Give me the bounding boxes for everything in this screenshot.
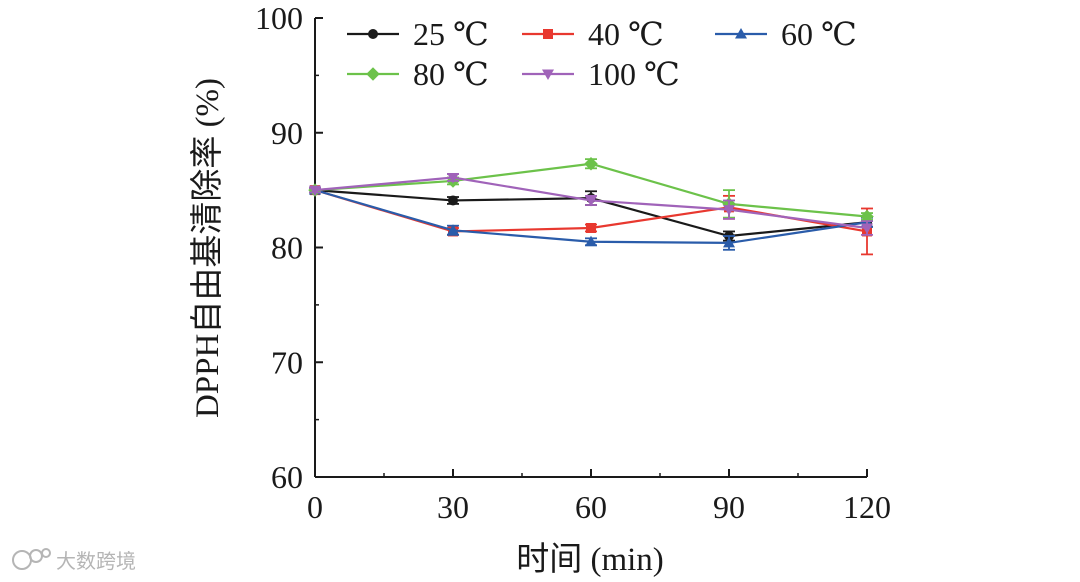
y-axis-title: DPPH自由基清除率 (%) bbox=[189, 78, 226, 418]
data-point bbox=[723, 205, 735, 216]
data-point bbox=[448, 195, 458, 206]
x-tick-label: 0 bbox=[307, 489, 323, 525]
x-tick-label: 90 bbox=[713, 489, 745, 525]
y-tick-label: 100 bbox=[255, 0, 303, 36]
data-point bbox=[586, 222, 596, 233]
watermark-logo-icon bbox=[12, 548, 51, 570]
data-point bbox=[723, 236, 735, 248]
y-tick-label: 80 bbox=[271, 230, 303, 266]
legend-marker bbox=[368, 29, 378, 39]
legend-marker bbox=[542, 69, 554, 80]
legend-item-2: 60 ℃ bbox=[715, 16, 857, 52]
watermark-text: 大数跨境 bbox=[56, 549, 136, 573]
series-layer bbox=[308, 156, 874, 256]
legend-item-3: 80 ℃ bbox=[347, 56, 489, 92]
data-point bbox=[585, 235, 597, 247]
axes: 60 70 80 90 100 0 30 60 90 120 bbox=[255, 0, 891, 525]
legend-label: 100 ℃ bbox=[588, 56, 680, 92]
legend-item-0: 25 ℃ bbox=[347, 16, 489, 52]
x-tick-label: 30 bbox=[437, 489, 469, 525]
legend-label: 25 ℃ bbox=[413, 16, 489, 52]
watermark: 大数跨境 bbox=[12, 548, 136, 573]
legend-marker bbox=[366, 67, 380, 81]
data-point bbox=[309, 185, 321, 197]
data-point bbox=[447, 173, 459, 184]
legend-marker bbox=[543, 29, 553, 39]
x-tick-label: 120 bbox=[843, 489, 891, 525]
data-point bbox=[585, 195, 597, 207]
data-point bbox=[861, 223, 873, 234]
data-point bbox=[447, 224, 459, 235]
series-line bbox=[314, 162, 868, 218]
y-tick-label: 90 bbox=[271, 115, 303, 151]
legend-label: 60 ℃ bbox=[781, 16, 857, 52]
y-tick-label: 60 bbox=[271, 459, 303, 495]
data-point bbox=[584, 156, 598, 171]
legend-item-1: 40 ℃ bbox=[522, 16, 664, 52]
data-point bbox=[860, 209, 874, 224]
x-tick-label: 60 bbox=[575, 489, 607, 525]
legend-item-4: 100 ℃ bbox=[522, 56, 680, 92]
legend-marker bbox=[735, 28, 747, 39]
x-axis-title: 时间 (min) bbox=[516, 542, 664, 578]
legend: 25 ℃ 40 ℃ 60 ℃ 80 ℃ 100 ℃ bbox=[347, 16, 857, 92]
legend-label: 40 ℃ bbox=[588, 16, 664, 52]
y-tick-label: 70 bbox=[271, 344, 303, 380]
legend-label: 80 ℃ bbox=[413, 56, 489, 92]
series-4 bbox=[309, 173, 873, 236]
